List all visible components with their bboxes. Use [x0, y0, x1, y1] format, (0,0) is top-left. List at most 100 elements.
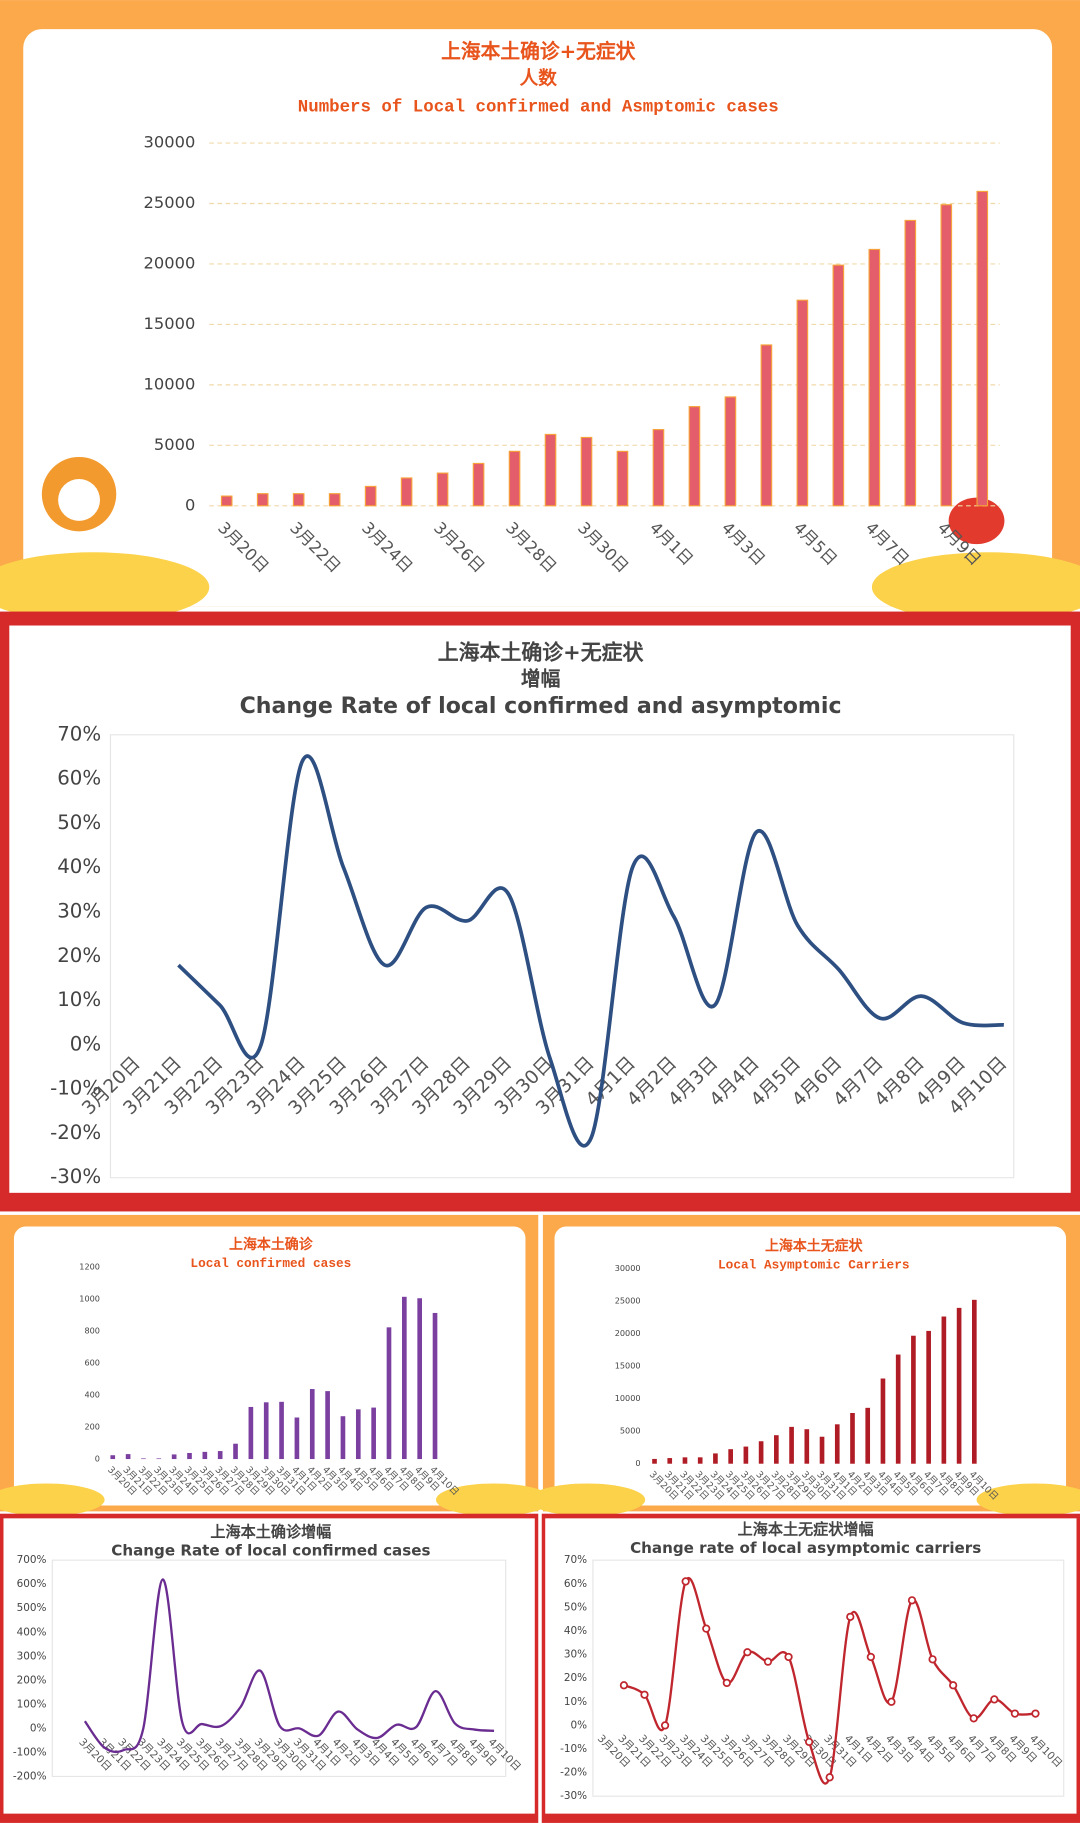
bag-decor — [948, 497, 1005, 545]
y-tick-label: -10% — [560, 1743, 587, 1755]
y-tick-label: 800 — [84, 1326, 100, 1336]
y-tick-label: 25000 — [144, 193, 196, 212]
bar — [688, 406, 701, 507]
bar — [508, 450, 521, 507]
y-tick-label: 60% — [564, 1578, 587, 1590]
bar — [941, 1316, 947, 1464]
bar — [248, 1406, 254, 1460]
point — [660, 1721, 670, 1730]
bar — [355, 1409, 361, 1460]
cloud-decor — [435, 1483, 553, 1517]
y-tick-label: 100% — [17, 1698, 47, 1710]
bar — [652, 1458, 657, 1464]
bar — [400, 477, 413, 507]
chart-title: 上海本土确诊 — [229, 1236, 314, 1253]
y-tick-label: 0% — [570, 1719, 587, 1731]
bar — [911, 1335, 916, 1464]
bar — [110, 1455, 116, 1460]
cloud-decor — [0, 552, 210, 623]
plot-frame — [592, 1559, 1065, 1797]
y-tick-label: 500% — [17, 1602, 47, 1614]
y-tick-label: 1200 — [79, 1262, 100, 1272]
point — [907, 1596, 917, 1605]
chart-title: Local confirmed cases — [190, 1256, 351, 1271]
point — [846, 1612, 855, 1621]
y-tick-label: 40% — [57, 855, 101, 878]
point — [887, 1697, 896, 1706]
y-tick-label: 10000 — [144, 374, 196, 393]
tiger-decor — [58, 479, 100, 521]
chart-title: 上海本土无症状增幅 — [738, 1520, 874, 1538]
bar — [402, 1296, 407, 1460]
bar — [616, 450, 629, 507]
bar — [256, 493, 269, 507]
chart-title: Numbers of Local confirmed and Asmptomic… — [298, 98, 779, 118]
point — [990, 1695, 999, 1704]
bar — [279, 1401, 284, 1460]
line — [83, 1578, 495, 1754]
bar — [386, 1327, 392, 1460]
y-tick-label: 400 — [84, 1390, 100, 1400]
point — [681, 1577, 690, 1586]
bar — [774, 1435, 779, 1464]
bar — [697, 1457, 703, 1464]
bar — [328, 493, 341, 507]
point — [763, 1657, 773, 1666]
chart-title: 上海本土确诊+无症状 — [438, 640, 644, 664]
bar — [233, 1443, 238, 1460]
bar — [667, 1458, 673, 1464]
y-tick-label: 0 — [185, 495, 195, 514]
chart-title: Change Rate of local confirmed cases — [111, 1541, 430, 1559]
bar — [156, 1458, 162, 1460]
chart-title: Local Asymptomic Carriers — [718, 1257, 910, 1272]
bar — [417, 1298, 423, 1460]
bar — [713, 1453, 718, 1464]
point — [969, 1714, 978, 1723]
panel-card — [9, 625, 1071, 1193]
point — [805, 1737, 814, 1747]
bar — [724, 396, 737, 507]
bar — [544, 433, 557, 507]
bar — [865, 1407, 871, 1464]
bar — [294, 1417, 300, 1460]
point — [866, 1652, 875, 1662]
panel-card — [3, 1518, 535, 1814]
y-tick-label: 40% — [564, 1625, 587, 1637]
y-tick-label: 600% — [17, 1578, 47, 1590]
bar — [743, 1446, 749, 1464]
bar — [940, 204, 953, 507]
y-tick-label: -30% — [560, 1790, 587, 1802]
y-tick-label: 5000 — [620, 1426, 641, 1436]
panel-card — [23, 29, 1053, 607]
bar — [976, 190, 989, 507]
y-tick-label: 0% — [70, 1032, 101, 1055]
bar — [171, 1454, 177, 1460]
chart-title: Change rate of local asymptomic carriers — [630, 1539, 981, 1557]
panel-card — [13, 1226, 526, 1506]
cloud-decor — [528, 1483, 646, 1517]
bar — [220, 495, 233, 507]
y-tick-label: 700% — [17, 1554, 47, 1566]
y-tick-label: 20000 — [615, 1328, 641, 1338]
cloud-decor — [871, 552, 1080, 623]
bar — [432, 1312, 438, 1460]
bar — [895, 1354, 901, 1464]
bar — [796, 299, 809, 507]
bar — [832, 264, 845, 507]
y-tick-label: 70% — [57, 722, 101, 745]
chart-title: Change Rate of local confirmed and asymp… — [240, 694, 842, 719]
bar — [652, 429, 665, 507]
point — [784, 1652, 793, 1662]
y-tick-label: 15000 — [144, 314, 196, 333]
bar — [804, 1429, 810, 1464]
bar — [202, 1451, 208, 1460]
bar — [580, 436, 593, 507]
point — [928, 1655, 937, 1664]
chart-title: 人数 — [520, 68, 558, 90]
y-tick-label: 20000 — [144, 253, 196, 272]
bar — [760, 344, 773, 507]
y-tick-label: 400% — [17, 1626, 47, 1638]
bar — [325, 1391, 330, 1460]
y-tick-label: 200% — [17, 1674, 47, 1686]
